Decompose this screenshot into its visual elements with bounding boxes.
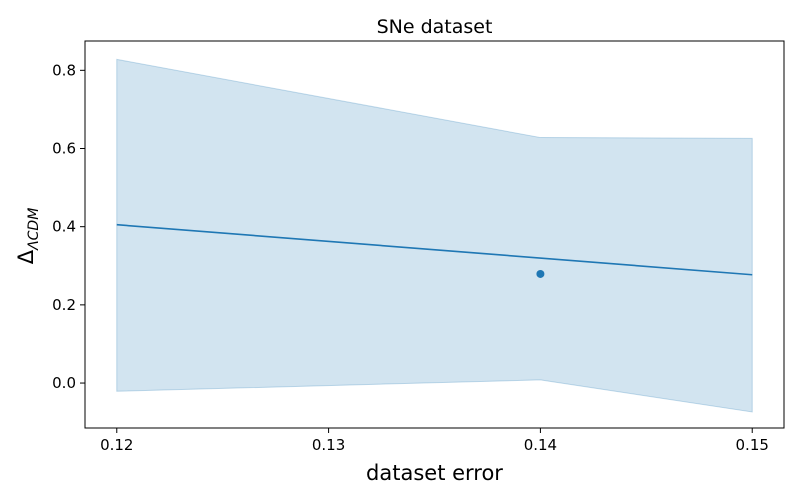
data-point [536, 269, 545, 278]
data-point-layer [536, 269, 545, 278]
plot-frame [84, 40, 785, 429]
y-tick-label: 0.2 [52, 296, 76, 314]
x-tick-label: 0.15 [736, 436, 769, 454]
trend-line-layer [116, 223, 753, 276]
y-tick-label: 0.4 [52, 218, 76, 236]
x-axis-label: dataset error [366, 461, 503, 485]
y-tick-label: 0.8 [52, 61, 76, 79]
chart-title: SNe dataset [377, 16, 493, 38]
trend-line [116, 223, 753, 276]
confidence-band [116, 58, 753, 413]
x-axis-ticks: 0.12 0.13 0.14 0.15 [100, 428, 769, 454]
y-axis-label-sub: ΛCDM [26, 208, 42, 251]
y-axis-label-main: Δ [14, 249, 38, 264]
y-tick-label: 0.6 [52, 140, 76, 158]
y-tick-label: 0.0 [52, 374, 76, 392]
x-tick-label: 0.14 [524, 436, 557, 454]
y-axis-label: ΔΛCDM [14, 208, 42, 265]
x-tick-label: 0.13 [312, 436, 345, 454]
x-tick-label: 0.12 [100, 436, 133, 454]
confidence-band-layer [116, 58, 753, 413]
y-axis-ticks: 0.0 0.2 0.4 0.6 0.8 [52, 61, 85, 392]
